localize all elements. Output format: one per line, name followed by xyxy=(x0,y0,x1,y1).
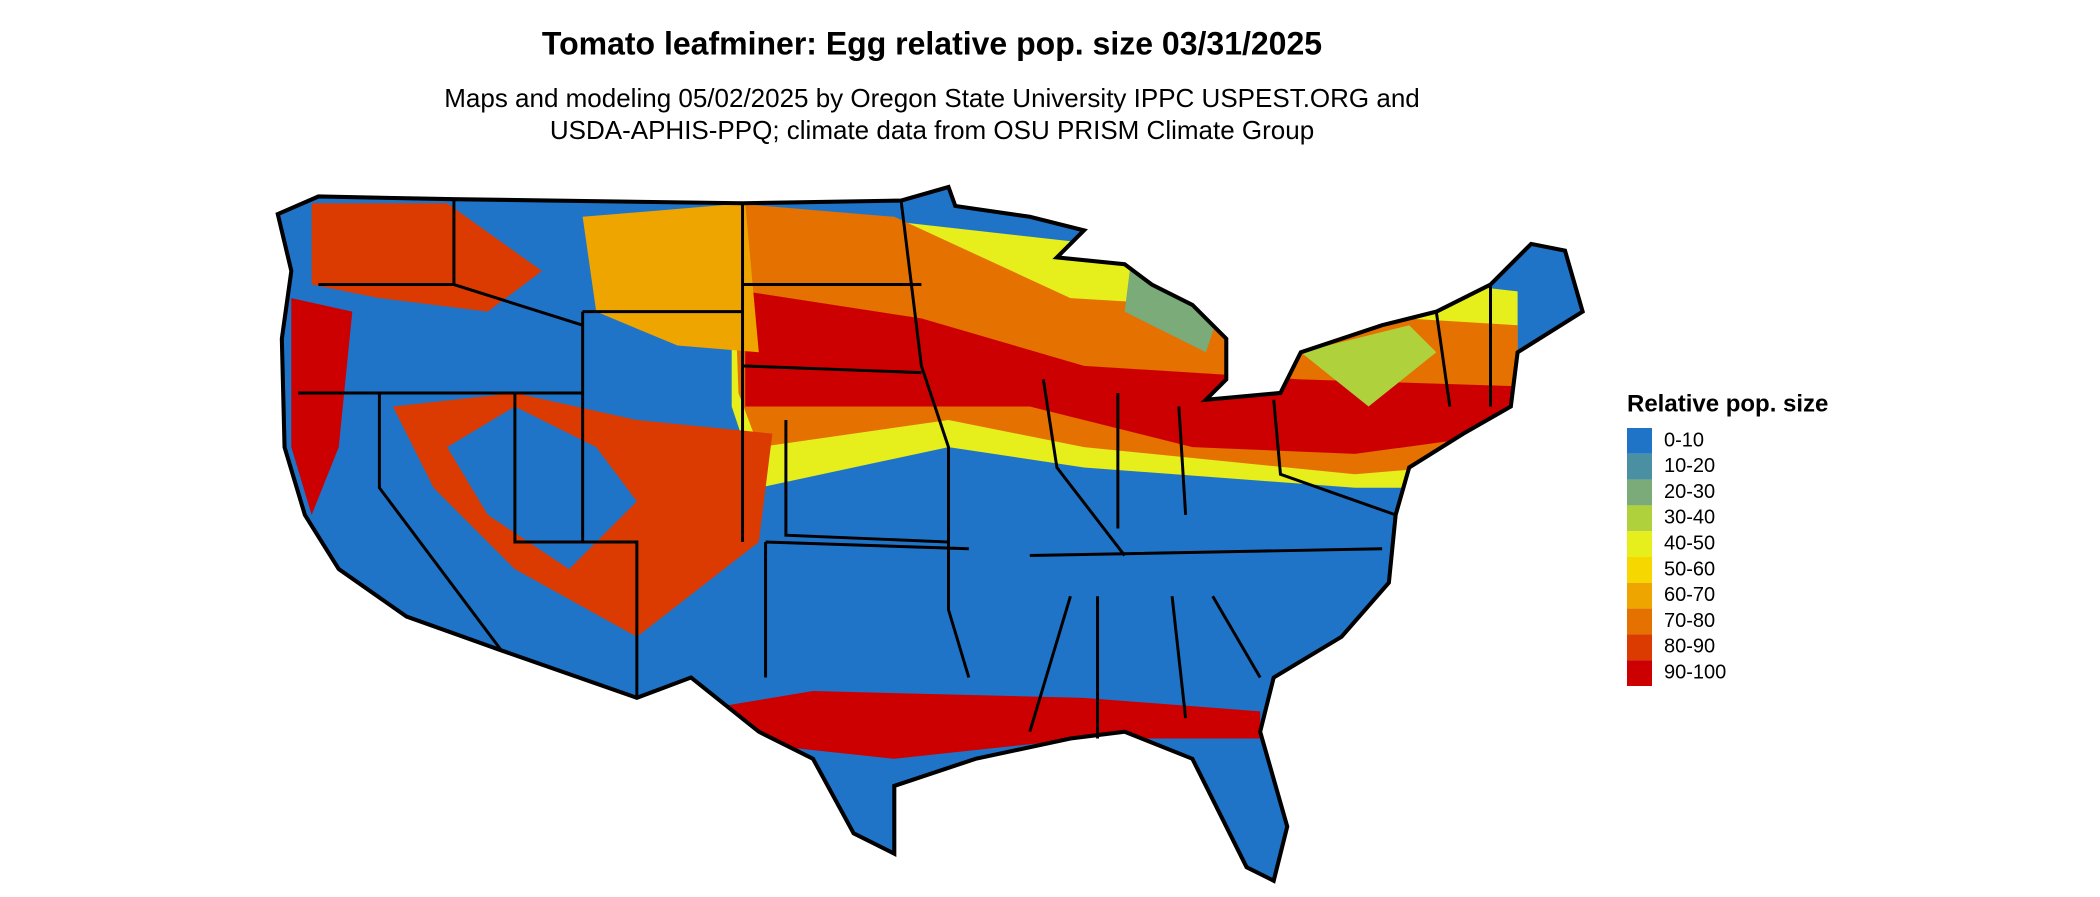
map-title: Tomato leafminer: Egg relative pop. size… xyxy=(542,25,1322,61)
legend-swatch xyxy=(1627,557,1652,583)
legend-label: 90-100 xyxy=(1664,661,1726,683)
map-subtitle: USDA-APHIS-PPQ; climate data from OSU PR… xyxy=(550,115,1314,145)
legend-label: 60-70 xyxy=(1664,584,1715,606)
legend-swatch xyxy=(1627,428,1652,454)
legend-swatch xyxy=(1627,634,1652,661)
legend-label: 30-40 xyxy=(1664,507,1715,529)
legend-swatch xyxy=(1627,660,1652,686)
map-subtitle: Maps and modeling 05/02/2025 by Oregon S… xyxy=(444,83,1420,113)
legend-swatch xyxy=(1627,453,1652,480)
legend-label: 20-30 xyxy=(1664,481,1715,503)
legend-swatch xyxy=(1627,531,1652,557)
legend-label: 50-60 xyxy=(1664,558,1715,580)
legend-swatch xyxy=(1627,608,1652,635)
legend-swatch xyxy=(1627,479,1652,506)
legend-label: 70-80 xyxy=(1664,610,1715,632)
legend-label: 80-90 xyxy=(1664,636,1715,658)
legend-swatch xyxy=(1627,582,1652,609)
legend-label: 0-10 xyxy=(1664,429,1704,451)
legend-title: Relative pop. size xyxy=(1627,390,1828,417)
legend-label: 10-20 xyxy=(1664,455,1715,477)
legend: 0-10 10-20 20-30 30-40 40-50 50-60 60-70 70-80 8… xyxy=(1627,428,1726,686)
us-map xyxy=(257,176,1612,892)
legend-label: 40-50 xyxy=(1664,532,1715,554)
legend-swatch xyxy=(1627,505,1652,532)
